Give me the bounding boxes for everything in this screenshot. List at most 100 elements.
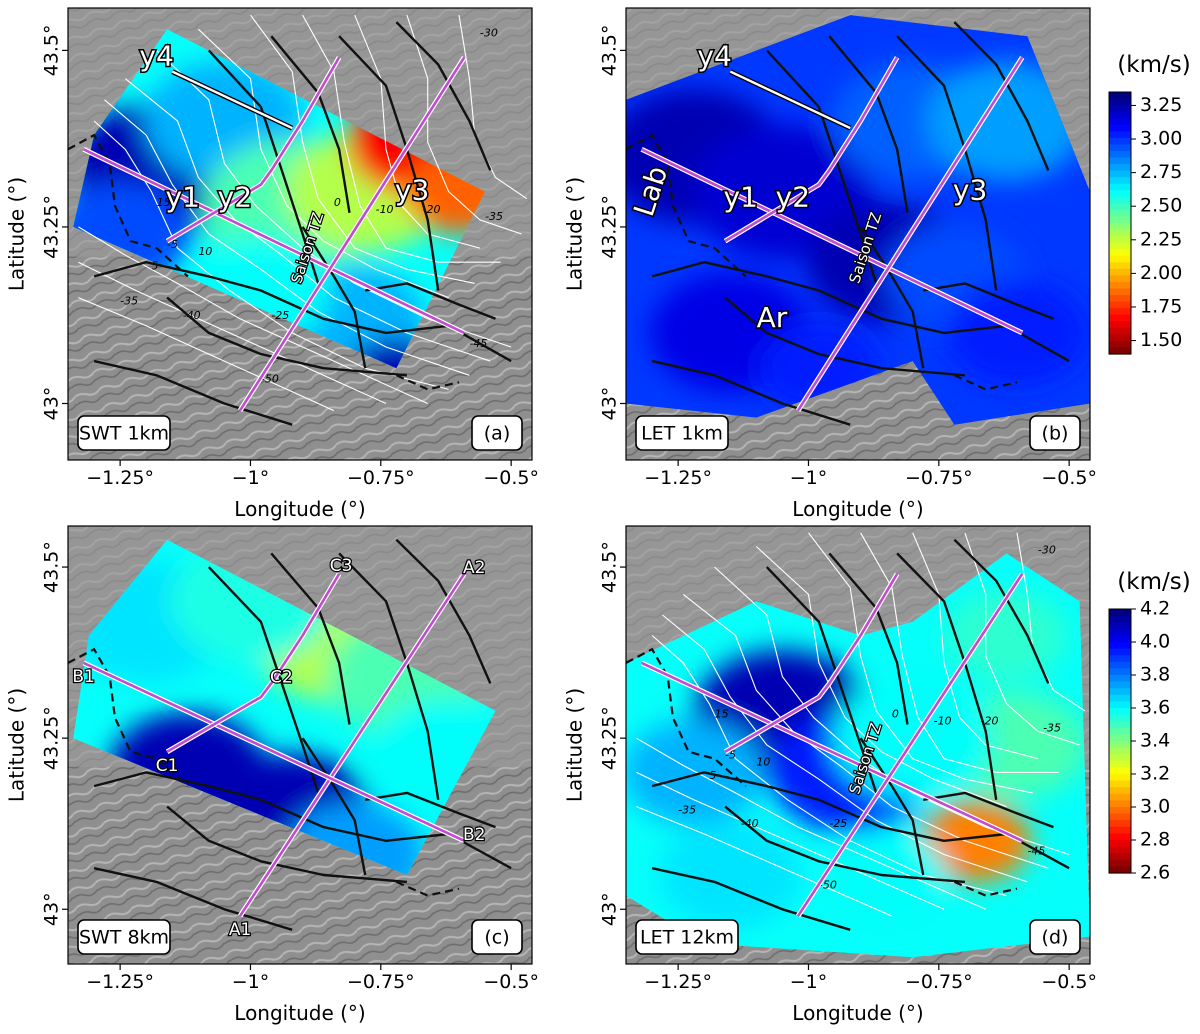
colorbar-tick-label: 3.00 (1140, 128, 1182, 150)
contour-line (406, 14, 522, 235)
contour-label: -25 (829, 817, 847, 830)
contour-line (662, 614, 1028, 883)
y-axis-label: Latitude (°) (5, 688, 29, 802)
colorbar-segment (1109, 275, 1131, 283)
colorbar-segment (1109, 223, 1131, 231)
contour-line (302, 14, 501, 263)
colorbar-segment (1109, 622, 1131, 630)
contour-label: -35 (678, 803, 696, 816)
colorbar-segment (1109, 118, 1131, 126)
ar-label: Ar (757, 301, 788, 334)
colorbar-tick-label: 2.8 (1140, 829, 1170, 851)
colorbar-tick-label: 1.50 (1140, 329, 1182, 351)
colorbar-segment (1109, 813, 1131, 821)
colorbar-segment (1109, 137, 1131, 145)
y-tick-label: 43° (599, 387, 621, 421)
colorbar-segment (1109, 281, 1131, 290)
fault-line (828, 552, 909, 725)
fault-line (651, 867, 851, 931)
profile-line (238, 56, 466, 412)
x-tick-label: −0.75° (347, 971, 415, 993)
fault-line-dashed (395, 374, 460, 391)
fault-line (923, 791, 1054, 829)
fault-line (207, 49, 320, 284)
fault-line (765, 49, 878, 284)
contour-line (93, 120, 449, 390)
x-tick-label: −1.25° (644, 467, 712, 489)
colorbar-segment (1109, 767, 1131, 775)
contour-label: -35 (120, 295, 138, 308)
profile-end-A2: A2 (463, 558, 485, 578)
velocity-model (626, 15, 1090, 425)
fault-lines (626, 538, 1070, 931)
profile-end-B1: B1 (72, 667, 94, 687)
x-axis-label: Longitude (°) (792, 1001, 923, 1025)
colorbar-segment (1109, 628, 1131, 636)
profile-label-y2: y2 (776, 181, 810, 214)
x-tick-label: −1° (790, 467, 828, 489)
panel-letter: (c) (471, 919, 523, 955)
colorbar-segment (1109, 701, 1131, 709)
contour-line (682, 593, 1049, 869)
contour-label: -10 (376, 203, 394, 216)
fault-line (724, 296, 966, 377)
colorbar-segment (1109, 840, 1131, 848)
profile-lines: A1 A2 B1 B2 C1 C2 C3 (71, 555, 486, 942)
fault-line (828, 35, 909, 213)
profile-line-y4 (729, 70, 851, 130)
panel-tag-box (635, 415, 729, 451)
fault-line (93, 867, 293, 931)
contour-label: 0 (892, 708, 899, 721)
contour-label: -50 (261, 372, 279, 385)
x-tick-label: −0.5° (483, 467, 539, 489)
fault-line (364, 282, 496, 320)
profile-end-B2: B2 (463, 825, 485, 845)
panel-letter-box (471, 415, 523, 451)
y-tick-label: 43° (599, 892, 621, 926)
velocity-anomaly (404, 150, 486, 233)
profile-line (796, 56, 1024, 412)
panel-letter-text: (a) (484, 423, 510, 445)
colorbar-segment (1109, 209, 1131, 218)
panel-tag-text: LET 1km (641, 423, 723, 445)
profile-line (724, 56, 899, 243)
colorbar-tick-label: 3.4 (1140, 730, 1170, 752)
x-tick-label: −0.5° (1041, 971, 1097, 993)
fault-line (859, 226, 925, 369)
profile-end-C3: C3 (330, 556, 353, 576)
colorbar-segment (1109, 340, 1131, 349)
contour-label: -25 (271, 309, 289, 322)
contour-line (636, 806, 893, 917)
colorbar-segment (1109, 708, 1131, 716)
contour-label: 0 (334, 196, 341, 209)
colorbar-segment (1109, 249, 1131, 257)
profile-label-y3: y3 (953, 174, 987, 207)
y-tick-label: 43.5° (41, 24, 63, 76)
profile-line (724, 573, 899, 753)
colorbar-segment (1109, 688, 1131, 696)
axes-frame (67, 525, 533, 965)
panel-tag-box (635, 919, 739, 955)
contour-line (912, 532, 1039, 760)
colorbar-2: (km/s) 4.2 4.0 3.8 3.6 3.4 3.2 3.0 2.8 2.6 (1108, 569, 1191, 884)
colorbar-segment (1109, 780, 1131, 788)
fault-line (953, 21, 1050, 171)
contour-line (860, 532, 1059, 773)
profile-end-C2: C2 (270, 667, 293, 687)
contour-label: 10 (198, 245, 212, 258)
colorbar-segment (1109, 774, 1131, 782)
fault-line-dashed (68, 647, 189, 787)
contour-label: -20 (981, 714, 999, 727)
colorbar-segment (1109, 635, 1131, 643)
x-tick-label: −0.75° (905, 467, 973, 489)
colorbar-segment (1109, 714, 1131, 722)
colorbar-segment (1109, 694, 1131, 702)
profile-line (641, 661, 1023, 842)
colorbar-segment (1109, 681, 1131, 689)
colorbar-segment (1109, 866, 1131, 874)
fault-line-dashed (626, 133, 747, 278)
colorbar-segment (1109, 295, 1131, 303)
profile-line (238, 573, 466, 917)
